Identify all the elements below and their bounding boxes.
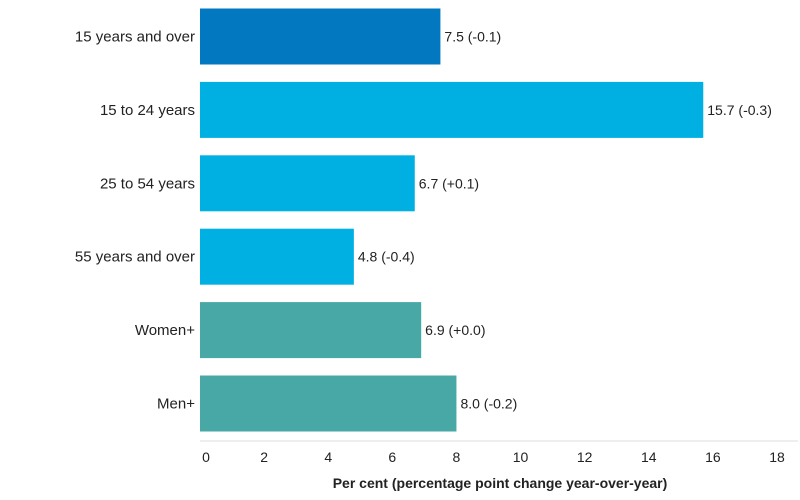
category-label: 15 years and over bbox=[75, 29, 195, 46]
data-label: 4.8 (-0.4) bbox=[358, 249, 415, 265]
bar bbox=[200, 8, 441, 65]
x-tick-label: 6 bbox=[388, 449, 396, 465]
x-tick-label: 14 bbox=[641, 449, 657, 465]
data-label: 6.7 (+0.1) bbox=[419, 175, 479, 191]
category-label: 55 years and over bbox=[75, 249, 195, 266]
x-axis-title: Per cent (percentage point change year-o… bbox=[333, 475, 668, 491]
bar bbox=[200, 375, 457, 432]
category-label: 25 to 54 years bbox=[100, 175, 195, 192]
data-labels: 7.5 (-0.1) 15.7 (-0.3) 6.7 (+0.1) 4.8 (-0.4… bbox=[358, 29, 772, 412]
category-label: Men+ bbox=[157, 396, 195, 413]
x-tick-label: 2 bbox=[260, 449, 268, 465]
x-tick-label: 4 bbox=[324, 449, 332, 465]
data-label: 15.7 (-0.3) bbox=[707, 102, 772, 118]
data-label: 7.5 (-0.1) bbox=[444, 29, 501, 45]
bar bbox=[200, 81, 704, 138]
x-tick-label: 10 bbox=[513, 449, 529, 465]
x-tick-label: 0 bbox=[202, 449, 210, 465]
bar bbox=[200, 155, 415, 212]
x-tick-label: 8 bbox=[453, 449, 461, 465]
x-tick-label: 16 bbox=[705, 449, 721, 465]
x-tick-label: 12 bbox=[577, 449, 593, 465]
category-label: 15 to 24 years bbox=[100, 102, 195, 119]
data-label: 6.9 (+0.0) bbox=[425, 322, 485, 338]
category-label: Women+ bbox=[135, 322, 195, 339]
bar bbox=[200, 302, 422, 359]
x-axis-ticks: 0 2 4 6 8 10 12 14 16 18 bbox=[202, 449, 785, 465]
x-tick-label: 18 bbox=[769, 449, 785, 465]
data-label: 8.0 (-0.2) bbox=[460, 396, 517, 412]
category-labels: 15 years and over 15 to 24 years 25 to 54 … bbox=[75, 29, 195, 413]
bar bbox=[200, 228, 354, 285]
bars-group bbox=[200, 8, 704, 432]
